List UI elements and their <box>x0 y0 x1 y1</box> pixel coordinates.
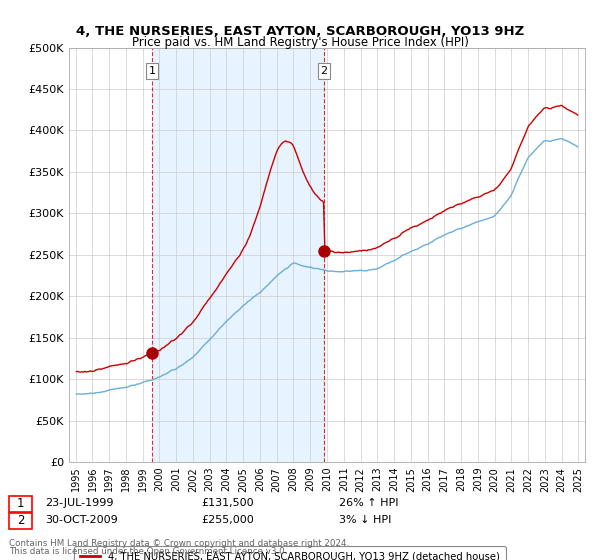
Text: Contains HM Land Registry data © Crown copyright and database right 2024.: Contains HM Land Registry data © Crown c… <box>9 539 349 548</box>
Text: 1: 1 <box>17 497 24 510</box>
Text: 23-JUL-1999: 23-JUL-1999 <box>45 498 113 508</box>
Text: 3% ↓ HPI: 3% ↓ HPI <box>339 515 391 525</box>
Text: This data is licensed under the Open Government Licence v3.0.: This data is licensed under the Open Gov… <box>9 547 287 556</box>
Text: £255,000: £255,000 <box>201 515 254 525</box>
Text: 26% ↑ HPI: 26% ↑ HPI <box>339 498 398 508</box>
Text: 2: 2 <box>320 66 328 76</box>
Text: Price paid vs. HM Land Registry's House Price Index (HPI): Price paid vs. HM Land Registry's House … <box>131 36 469 49</box>
Legend: 4, THE NURSERIES, EAST AYTON, SCARBOROUGH, YO13 9HZ (detached house), HPI: Avera: 4, THE NURSERIES, EAST AYTON, SCARBOROUG… <box>74 546 506 560</box>
Text: 2: 2 <box>17 514 24 527</box>
Text: 1: 1 <box>149 66 155 76</box>
Text: 30-OCT-2009: 30-OCT-2009 <box>45 515 118 525</box>
Text: 4, THE NURSERIES, EAST AYTON, SCARBOROUGH, YO13 9HZ: 4, THE NURSERIES, EAST AYTON, SCARBOROUG… <box>76 25 524 38</box>
Text: £131,500: £131,500 <box>201 498 254 508</box>
